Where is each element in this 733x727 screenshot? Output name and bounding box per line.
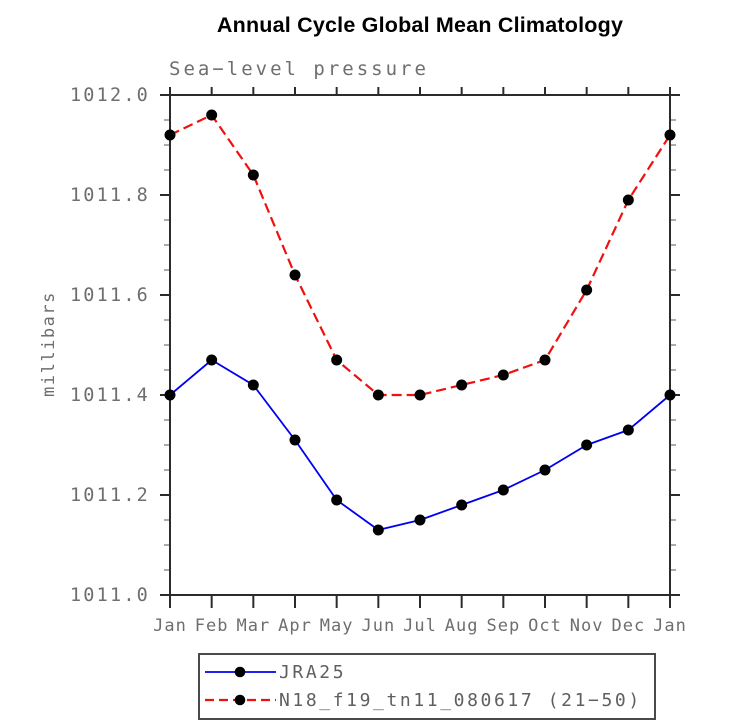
data-point-jra25 — [539, 464, 551, 476]
legend-box: JRA25 N18_f19_tn11_080617 (21−50) — [198, 653, 656, 720]
data-point-n18 — [247, 169, 259, 181]
data-point-jra25 — [456, 499, 468, 511]
series-line-jra25 — [169, 359, 671, 531]
y-axis-title: millibars — [39, 291, 59, 397]
data-point-n18 — [372, 389, 384, 401]
x-tick-label: Jan — [653, 616, 687, 636]
data-point-jra25 — [372, 524, 384, 536]
data-point-n18 — [331, 354, 343, 366]
x-tick-label: Nov — [570, 616, 604, 636]
y-tick-label: 1011.2 — [70, 485, 150, 506]
data-point-n18 — [414, 389, 426, 401]
x-tick-label: Oct — [528, 616, 562, 636]
data-point-jra25 — [164, 389, 176, 401]
data-point-jra25 — [289, 434, 301, 446]
data-point-n18 — [664, 129, 676, 141]
data-point-jra25 — [414, 514, 426, 526]
data-point-n18 — [164, 129, 176, 141]
data-point-jra25 — [206, 354, 218, 366]
data-point-n18 — [539, 354, 551, 366]
data-point-n18 — [581, 284, 593, 296]
y-tick-label: 1011.6 — [70, 285, 150, 306]
chart-title: Annual Cycle Global Mean Climatology — [216, 13, 624, 37]
legend-sample-dashed-line — [205, 694, 276, 706]
x-tick-label: Sep — [486, 616, 520, 636]
x-tick-label: Feb — [195, 616, 229, 636]
data-point-n18 — [206, 109, 218, 121]
x-tick-label: Aug — [445, 616, 479, 636]
x-tick-label: Dec — [611, 616, 645, 636]
plot-frame — [169, 94, 671, 596]
data-point-jra25 — [331, 494, 343, 506]
legend-row-n18: N18_f19_tn11_080617 (21−50) — [203, 686, 654, 714]
data-point-n18 — [622, 194, 634, 206]
data-point-n18 — [497, 369, 509, 381]
x-tick-label: May — [320, 616, 354, 636]
x-tick-label: Apr — [278, 616, 312, 636]
legend-label-n18: N18_f19_tn11_080617 (21−50) — [279, 689, 642, 711]
y-tick-label: 1012.0 — [70, 85, 150, 106]
legend-row-jra25: JRA25 — [203, 658, 654, 686]
legend-sample-solid-line — [205, 666, 276, 678]
data-point-jra25 — [664, 389, 676, 401]
x-tick-label: Jul — [403, 616, 437, 636]
y-tick-label: 1011.4 — [70, 385, 150, 406]
legend-marker-dot — [234, 694, 246, 706]
data-point-jra25 — [497, 484, 509, 496]
x-tick-label: Jan — [153, 616, 187, 636]
legend-marker-dot — [234, 666, 246, 678]
chart-subtitle: Sea−level pressure — [169, 58, 429, 80]
x-tick-label: Jun — [361, 616, 395, 636]
data-point-n18 — [289, 269, 301, 281]
y-tick-label: 1011.8 — [70, 185, 150, 206]
data-point-n18 — [456, 379, 468, 391]
data-point-jra25 — [247, 379, 259, 391]
y-tick-label: 1011.0 — [70, 585, 150, 606]
data-point-jra25 — [581, 439, 593, 451]
data-point-jra25 — [622, 424, 634, 436]
series-line-n18 — [169, 113, 671, 397]
x-tick-label: Mar — [236, 616, 270, 636]
legend-label-jra25: JRA25 — [279, 661, 347, 683]
